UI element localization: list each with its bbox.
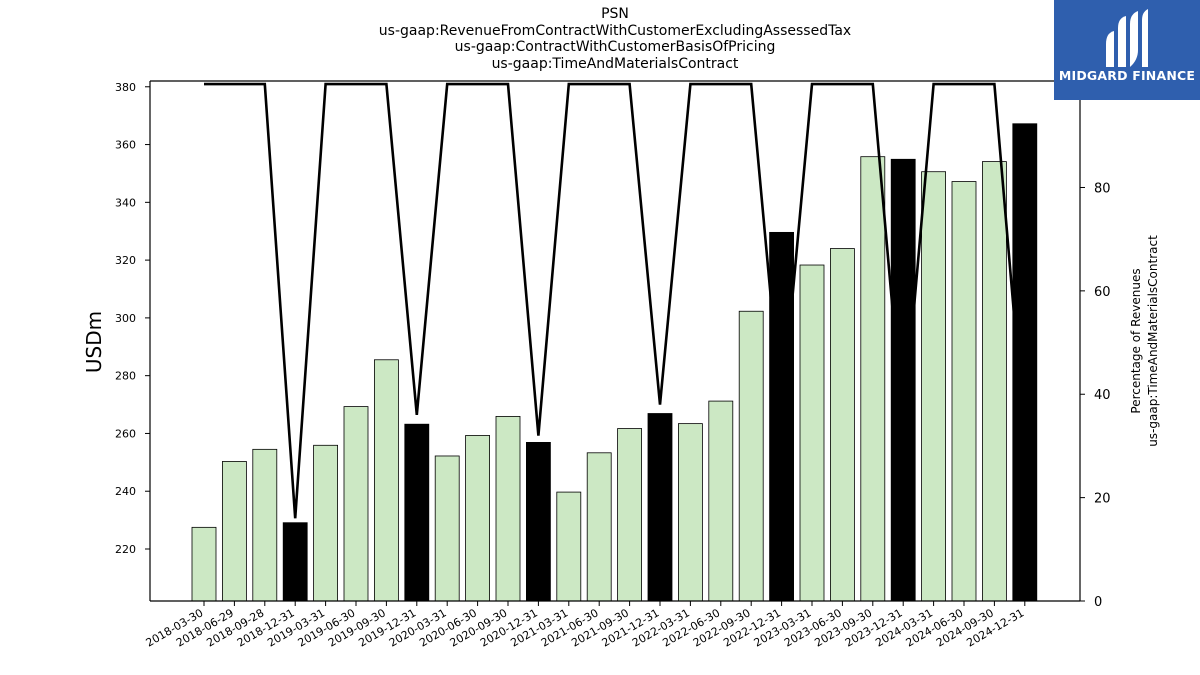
bar (982, 161, 1007, 602)
chart-subtitle: us-gaap:ContractWithCustomerBasisOfPrici… (454, 39, 776, 55)
y-tick-label: 380 (115, 81, 136, 94)
bar (556, 491, 582, 602)
logo-text: MIDGARD FINANCE (1058, 68, 1196, 83)
chart-subtitle: us-gaap:RevenueFromContractWithCustomerE… (378, 23, 852, 39)
y2-tick-label: 60 (1094, 285, 1111, 300)
bar (526, 441, 551, 602)
y-tick-label: 280 (115, 370, 136, 383)
y-tick-label: 240 (115, 485, 136, 498)
bar (951, 181, 977, 602)
bar (921, 171, 946, 602)
bar (647, 413, 673, 602)
y2-axis-label: Percentage of Revenues (1129, 268, 1143, 413)
y-tick-label: 320 (115, 254, 136, 267)
percentage-line (204, 82, 1027, 519)
y-tick-label: 340 (115, 196, 136, 209)
bar (830, 248, 855, 602)
y2-axis-label: us-gaap:TimeAndMaterialsContract (1146, 235, 1160, 447)
bar (769, 231, 794, 602)
bar (343, 406, 369, 602)
bar (708, 400, 734, 602)
bar (373, 359, 399, 602)
y2-tick-label: 80 (1094, 181, 1111, 196)
chart-subtitle: us-gaap:TimeAndMaterialsContract (491, 56, 739, 72)
y-tick-label: 360 (115, 139, 136, 152)
bar (860, 156, 886, 602)
bar (678, 423, 703, 602)
bar (404, 423, 430, 602)
bar (890, 158, 916, 602)
bar (738, 310, 764, 602)
midgard-logo-icon (1106, 9, 1148, 67)
bar (434, 455, 460, 602)
y-tick-label: 260 (115, 427, 136, 440)
bar (221, 461, 247, 602)
bar (1012, 123, 1038, 602)
bar (799, 264, 825, 602)
chart-title: PSN (601, 6, 629, 22)
bar (586, 452, 612, 602)
y-tick-label: 300 (115, 312, 136, 325)
y2-tick-label: 20 (1094, 492, 1111, 507)
bar (617, 428, 642, 602)
bar (465, 435, 491, 602)
bar (191, 526, 217, 602)
logo: MIDGARD FINANCE (1054, 0, 1200, 100)
y-axis-label: USDm (82, 311, 106, 373)
y2-tick-label: 0 (1094, 595, 1102, 610)
bar (282, 522, 308, 602)
bar (252, 448, 278, 602)
y2-tick-label: 40 (1094, 388, 1111, 403)
bar (313, 444, 339, 602)
y-tick-label: 220 (115, 543, 136, 556)
bar (495, 415, 521, 602)
